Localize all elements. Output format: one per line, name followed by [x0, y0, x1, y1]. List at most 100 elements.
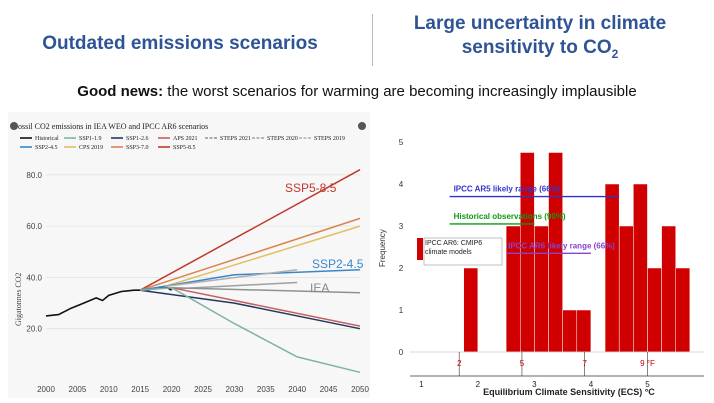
ecs-legend-swatch: [417, 238, 423, 260]
x-tick-label: 3: [532, 380, 537, 389]
x-tick-label: 1: [419, 380, 424, 389]
range-label: Historical observations (90%): [454, 212, 566, 221]
histogram-bar: [548, 152, 563, 353]
legend-label: SSP1-1.9: [79, 136, 102, 142]
legend-label: SSP2-4.5: [35, 145, 58, 151]
right-header-line1: Large uncertainty in climate: [413, 13, 667, 34]
series-line-historical: [45, 285, 173, 317]
y-tick-label: 80.0: [26, 171, 42, 180]
emissions-legend: Historical SSP1-1.9 SSP1-2.6 APS 2021 STEPS …: [20, 136, 345, 151]
x-tick-label: 4: [589, 380, 594, 389]
series-line-ssp1-1-9: [140, 286, 361, 374]
ecs-legend: IPCC AR6: CMIP6 climate models: [417, 237, 503, 266]
ecs-legend-box: [423, 237, 503, 266]
emissions-y-ticks: 20.0 40.0 60.0 80.0: [26, 171, 42, 334]
fahrenheit-tick-label: 5: [520, 359, 525, 368]
right-header: Large uncertainty in climate sensitivity…: [370, 12, 710, 66]
ecs-fahrenheit-ticks: 2 5 7 9 °F: [457, 352, 655, 376]
range-label: IPCC AR5 likely range (66%): [454, 185, 561, 194]
ecs-y-ticks: 0 1 2 3 4 5: [399, 138, 404, 357]
ecs-chart-panel: Frequency 0 1 2 3 4 5 2 5 7 9 °F 1 2 3 4 5 IPCC AR5 …: [374, 112, 710, 398]
y-tick-label: 0: [399, 348, 404, 357]
x-tick-label: 2030: [226, 385, 244, 394]
x-tick-label: 2: [476, 380, 481, 389]
x-tick-label: 2040: [288, 385, 306, 394]
x-tick-label: 2005: [69, 385, 87, 394]
fahrenheit-tick-label: 2: [457, 359, 462, 368]
series-line-cps-2019: [165, 225, 361, 288]
series-line-ssp5-8-5: [139, 169, 361, 291]
legend-label: SSP1-2.6: [126, 136, 149, 142]
fahrenheit-tick-label: 9 °F: [640, 359, 655, 368]
histogram-bar: [661, 225, 676, 353]
legend-label: STEPS 2021: [220, 136, 251, 142]
annotation-ssp245: SSP2-4.5: [312, 257, 364, 271]
histogram-bar: [562, 309, 578, 353]
legend-label: SSP3-7.0: [126, 145, 149, 151]
ecs-ranges: IPCC AR5 likely range (66%) Historical ob…: [449, 185, 620, 255]
y-tick-label: 3: [399, 222, 404, 231]
histogram-bar: [633, 183, 648, 353]
histogram-bar: [675, 267, 691, 353]
emissions-chart-title: ossil CO2 emissions in IEA WEO and IPCC …: [18, 122, 208, 131]
good-news-text: the worst scenarios for warming are beco…: [163, 83, 637, 100]
x-tick-label: 2025: [194, 385, 212, 394]
emissions-chart: ossil CO2 emissions in IEA WEO and IPCC …: [10, 122, 369, 394]
ecs-y-axis-label: Frequency: [378, 229, 387, 267]
ecs-histogram: Frequency 0 1 2 3 4 5 2 5 7 9 °F 1 2 3 4 5 IPCC AR5 …: [378, 138, 704, 397]
legend-label: APS 2021: [173, 136, 198, 142]
y-tick-label: 4: [399, 180, 404, 189]
x-tick-label: 5: [645, 380, 650, 389]
ecs-bars: [410, 152, 704, 377]
histogram-bar: [618, 225, 634, 353]
emissions-chart-panel: ossil CO2 emissions in IEA WEO and IPCC …: [8, 112, 370, 398]
legend-label: Historical: [35, 136, 59, 142]
y-tick-label: 5: [399, 138, 404, 147]
emissions-x-ticks: 2000 2005 2010 2015 2020 2025 2030 2035 2040 2045…: [37, 385, 369, 394]
x-tick-label: 2045: [320, 385, 338, 394]
x-tick-label: 2020: [163, 385, 181, 394]
good-news-line: Good news: the worst scenarios for warmi…: [0, 83, 714, 100]
left-header: Outdated emissions scenarios: [42, 33, 318, 54]
histogram-bar: [520, 152, 535, 353]
right-header-line2: sensitivity to CO: [461, 37, 612, 58]
x-tick-label: 2035: [257, 385, 275, 394]
series-line-ssp1-2-6: [140, 289, 361, 330]
ecs-x-ticks: 1 2 3 4 5: [419, 380, 650, 389]
good-news-label: Good news:: [77, 83, 164, 100]
x-tick-label: 2010: [100, 385, 118, 394]
series-line-steps-2021: [171, 286, 361, 294]
fahrenheit-tick-label: 7: [582, 359, 587, 368]
annotation-iea: IEA: [310, 281, 329, 295]
chart-corner-icon: [10, 122, 18, 130]
legend-label: STEPS 2019: [314, 136, 345, 142]
chart-corner-icon-right: [358, 122, 366, 130]
emissions-gridlines: [46, 174, 360, 330]
y-tick-label: 20.0: [26, 325, 42, 334]
y-tick-label: 40.0: [26, 273, 42, 282]
right-header-subscript: 2: [611, 46, 619, 61]
header-divider: [372, 14, 373, 66]
ecs-legend-text-wrap: IPCC AR6: CMIP6 climate models: [425, 240, 483, 256]
y-tick-label: 60.0: [26, 222, 42, 231]
series-line-steps-2019: [165, 268, 298, 288]
series-line-aps-2021: [171, 286, 361, 327]
x-tick-label: 2015: [131, 385, 149, 394]
x-tick-label: 2050: [351, 385, 369, 394]
y-tick-label: 2: [399, 264, 404, 273]
legend-label: SSP5-8.5: [173, 145, 196, 151]
ecs-x-axis-label: Equilibrium Climate Sensitivity (ECS) °C: [483, 387, 655, 397]
histogram-bar: [647, 267, 662, 353]
series-line-ssp3-7-0: [139, 217, 361, 291]
emissions-y-axis-label: Gigatonnes CO2: [14, 272, 23, 326]
legend-label: CPS 2019: [79, 145, 103, 151]
histogram-bar: [463, 267, 479, 353]
emissions-series: [45, 169, 361, 374]
ecs-legend-text: IPCC AR6: CMIP6 climate models: [425, 240, 483, 256]
legend-label: STEPS 2020: [267, 136, 298, 142]
annotation-ssp585: SSP5-8.5: [285, 181, 337, 195]
x-tick-label: 2000: [37, 385, 55, 394]
range-label: IPCC AR6 likely range (66%): [508, 241, 615, 250]
y-tick-label: 1: [399, 306, 404, 315]
histogram-bar: [576, 309, 592, 353]
